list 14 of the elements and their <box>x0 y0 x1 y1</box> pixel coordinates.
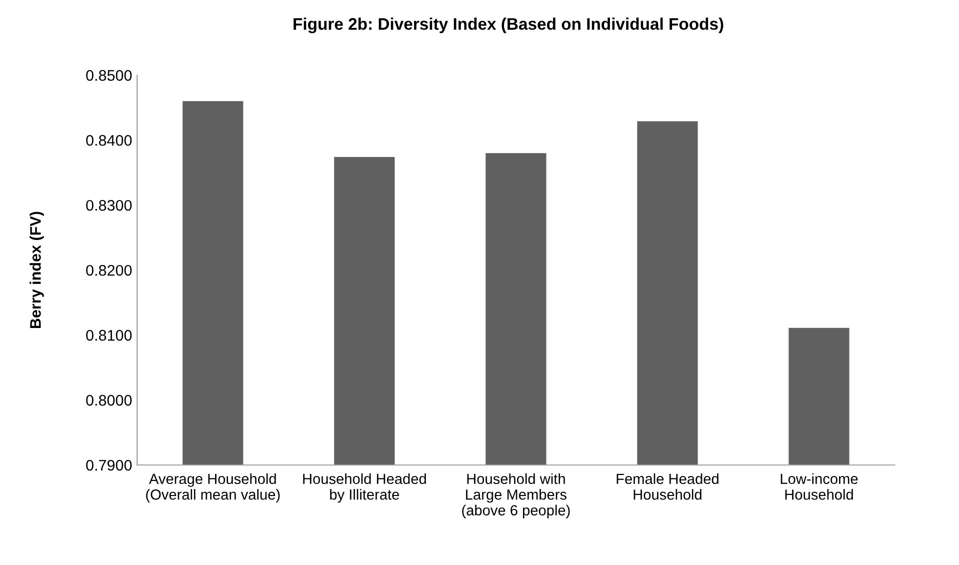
x-tick-label: Household Headed by Illiterate <box>303 473 426 503</box>
x-tick-label: Low-income Household <box>780 473 858 500</box>
y-tick-label: 0.8000 <box>86 394 132 406</box>
chart-title: Figure 2b: Diversity Index (Based on Individual Foods) <box>294 18 724 34</box>
y-tick-label: 0.8200 <box>86 264 132 276</box>
x-tick-label: Household with Large Members (above 6 people) <box>462 473 570 518</box>
y-tick-label: 0.8500 <box>86 70 132 81</box>
y-tick-label: 0.8300 <box>86 200 132 211</box>
y-tick-label: 0.8400 <box>86 134 132 146</box>
x-tick-label: Female Headed Household <box>616 473 718 500</box>
y-axis-title: Berry index (FV) <box>30 212 44 328</box>
y-tick-label: 0.7900 <box>86 460 132 471</box>
y-tick-label: 0.8100 <box>86 330 132 341</box>
x-tick-label: Average Household (Overall mean value) <box>146 473 280 503</box>
